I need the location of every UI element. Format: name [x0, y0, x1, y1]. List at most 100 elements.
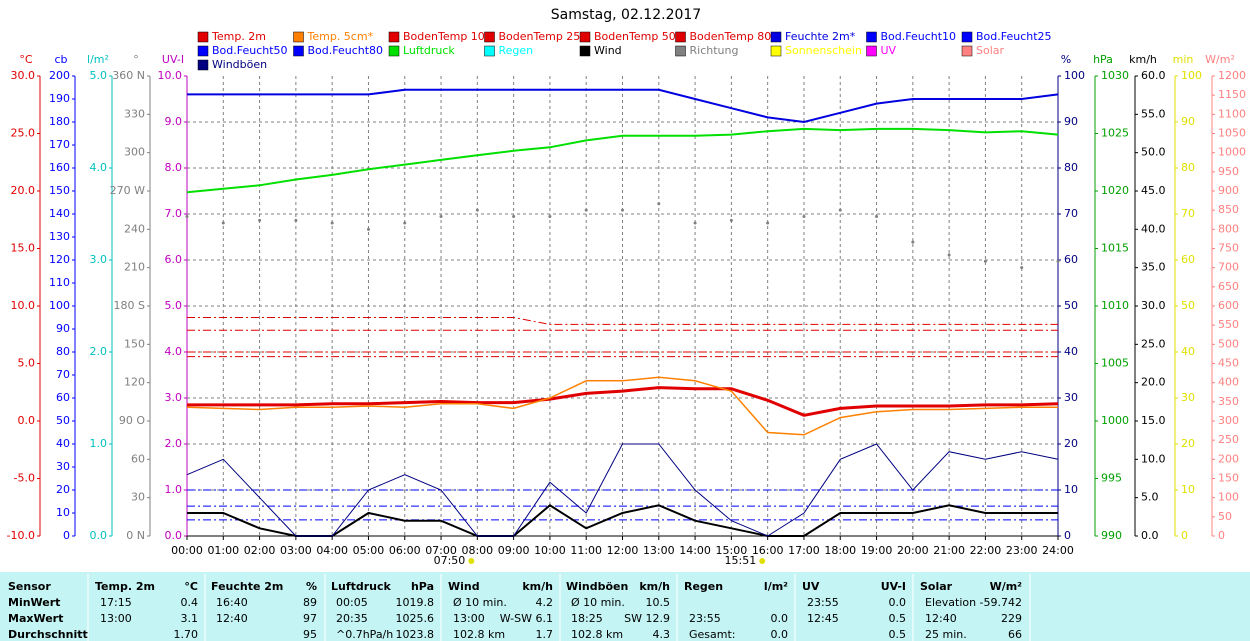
tick-label: 160: [49, 161, 70, 174]
tick-label: 25.0: [11, 127, 36, 140]
tick-label: 60: [1064, 253, 1078, 266]
table-cell: 3.1: [181, 612, 199, 625]
legend-swatch: [484, 31, 495, 43]
annotation: 15:51: [725, 554, 757, 567]
table-header: hPa: [411, 580, 434, 593]
x-tick-label: 11:00: [570, 544, 602, 557]
tick-label: 100: [1064, 69, 1085, 82]
table-header: Temp. 2m: [95, 580, 155, 593]
direction-dot: [185, 215, 189, 219]
tick-label: 7.0: [165, 207, 183, 220]
table-cell: 13:00: [100, 612, 132, 625]
table-cell: 1023.8: [396, 628, 435, 641]
direction-dot: [221, 221, 225, 225]
axis-unit: l/m²: [87, 53, 109, 66]
tick-label: 30: [1181, 391, 1195, 404]
table-header: W/m²: [990, 580, 1023, 593]
tick-label: 30.0: [11, 69, 36, 82]
tick-label: 1000: [1218, 146, 1246, 159]
legend-swatch: [675, 45, 686, 57]
tick-label: 10.0: [158, 69, 183, 82]
x-tick-label: 04:00: [316, 544, 348, 557]
table-cell: Elevation: [925, 596, 976, 609]
axis-unit: km/h: [1129, 53, 1157, 66]
tick-label: 15.0: [1141, 414, 1166, 427]
tick-label: 100: [1218, 491, 1239, 504]
direction-dot: [875, 215, 879, 219]
direction-dot: [330, 221, 334, 225]
tick-label: 0: [1181, 529, 1188, 542]
axis-unit: UV-I: [162, 53, 184, 66]
tick-label: 550: [1218, 318, 1239, 331]
tick-label: 700: [1218, 261, 1239, 274]
tick-label: 600: [1218, 299, 1239, 312]
tick-label: 150: [124, 337, 145, 350]
table-header: %: [306, 580, 317, 593]
tick-label: 90: [1181, 115, 1195, 128]
tick-label: 200: [1218, 452, 1239, 465]
legend-label: Solar: [976, 44, 1005, 57]
tick-label: 0: [1064, 529, 1071, 542]
legend-label: BodenTemp 80: [690, 30, 772, 43]
tick-label: 4.0: [165, 345, 183, 358]
x-tick-label: 07:00: [425, 544, 457, 557]
direction-dot: [911, 240, 915, 244]
tick-label: 360 N: [112, 69, 145, 82]
tick-label: 0 N: [126, 529, 145, 542]
tick-label: 9.0: [165, 115, 183, 128]
x-tick-label: 23:00: [1006, 544, 1038, 557]
tick-label: 500: [1218, 337, 1239, 350]
tick-label: 1.0: [90, 437, 108, 450]
tick-label: 190: [49, 92, 70, 105]
tick-label: 5.0: [18, 357, 36, 370]
table-header: Regen: [684, 580, 723, 593]
legend-swatch: [579, 45, 591, 57]
table-background: [0, 572, 1250, 641]
legend-label: Bod.Feucht10: [881, 30, 957, 43]
table-cell: 12:40: [925, 612, 957, 625]
x-tick-label: 05:00: [353, 544, 385, 557]
tick-label: 30: [131, 491, 145, 504]
direction-dot: [366, 227, 370, 231]
tick-label: 40: [56, 437, 70, 450]
legend-swatch: [675, 31, 686, 43]
legend-swatch: [388, 45, 400, 57]
x-tick-label: 22:00: [970, 544, 1002, 557]
tick-label: 1100: [1218, 107, 1246, 120]
tick-label: 110: [49, 276, 70, 289]
table-cell: 229: [1001, 612, 1022, 625]
tick-label: 10.0: [1141, 452, 1166, 465]
tick-label: 1010: [1101, 299, 1129, 312]
tick-label: 0.0: [18, 414, 36, 427]
legend-swatch: [388, 31, 400, 43]
tick-label: 10: [1064, 483, 1078, 496]
tick-label: 1005: [1101, 357, 1129, 370]
tick-label: 50: [1064, 299, 1078, 312]
tick-label: 850: [1218, 203, 1239, 216]
x-tick-label: 19:00: [861, 544, 893, 557]
tick-label: 0.0: [90, 529, 108, 542]
table-cell: 0.0: [771, 612, 789, 625]
table-cell: 4.2: [536, 596, 554, 609]
tick-label: 50: [1218, 510, 1232, 523]
axis-unit: cb: [54, 53, 67, 66]
tick-label: 20: [1064, 437, 1078, 450]
table-cell: W-SW 6.1: [500, 612, 553, 625]
table-cell: 12:40: [216, 612, 248, 625]
legend-swatch: [770, 45, 782, 57]
x-tick-label: 09:00: [498, 544, 530, 557]
tick-label: 40: [1064, 345, 1078, 358]
table-cell: 0.0: [771, 628, 789, 641]
legend-swatch: [197, 31, 209, 43]
table-header: km/h: [522, 580, 553, 593]
direction-dot: [475, 208, 479, 212]
table-cell: Ø 10 min.: [453, 596, 507, 609]
tick-label: 45.0: [1141, 184, 1166, 197]
tick-label: 1000: [1101, 414, 1129, 427]
x-tick-label: 13:00: [643, 544, 675, 557]
table-header: Luftdruck: [331, 580, 392, 593]
axis-unit: °C: [19, 53, 33, 66]
tick-label: 60: [1181, 253, 1195, 266]
sun-marker: [759, 558, 766, 564]
